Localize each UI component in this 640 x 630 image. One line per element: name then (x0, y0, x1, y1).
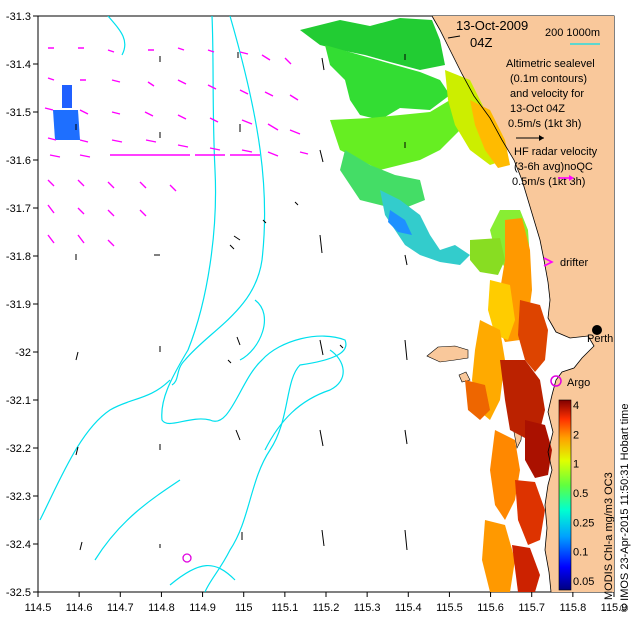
svg-text:(3-6h avg)noQC: (3-6h avg)noQC (514, 161, 593, 173)
svg-text:and velocity for: and velocity for (510, 88, 584, 100)
lat-tick-label: -32 (15, 347, 31, 359)
chl-colorbar (558, 399, 572, 591)
title-pointer (447, 35, 461, 39)
lon-tick-label: 115 (235, 602, 253, 614)
svg-text:0.5m/s (1kt 3h): 0.5m/s (1kt 3h) (512, 176, 585, 188)
argo-marker (550, 375, 562, 387)
colorbar-label: MODIS Chl-a mg/m3 OC3 (603, 472, 615, 600)
chlorophyll-layer (53, 18, 552, 592)
colorbar-tick-label: 2 (573, 429, 579, 441)
lat-tick-label: -31.5 (6, 107, 31, 119)
lon-tick-label: 115.1 (271, 602, 298, 614)
title-date: 13-Oct-2009 (456, 18, 528, 33)
lon-tick-label: 115.7 (518, 602, 545, 614)
credit-text: © IMOS 23-Apr-2015 11:50:31 Hobart time (619, 404, 631, 612)
lon-tick-label: 115.8 (559, 602, 586, 614)
svg-text:0.5m/s (1kt 3h): 0.5m/s (1kt 3h) (508, 118, 581, 130)
lat-tick-label: -32.3 (6, 491, 31, 503)
lon-axis: 114.5 114.6 114.7 114.8 114.9 115 115.1 115.2 11… (25, 592, 628, 614)
colorbar-tick-label: 0.05 (573, 576, 594, 588)
svg-text:HF radar velocity: HF radar velocity (514, 146, 598, 158)
lat-axis: -31.3 -31.4 -31.5 -31.6 -31.7 -31.8 -31.9 -32 -3… (6, 11, 38, 599)
lat-tick-label: -31.4 (6, 59, 31, 71)
lat-tick-label: -31.3 (6, 11, 31, 23)
hf-radar-arrows (44, 47, 309, 247)
lat-tick-label: -31.9 (6, 299, 31, 311)
colorbar-tick-label: 1 (573, 459, 579, 471)
lon-tick-label: 114.8 (148, 602, 175, 614)
colorbar-tick-label: 0.1 (573, 547, 588, 559)
altimetric-legend: Altimetric sealevel (0.1m contours) and … (506, 58, 595, 141)
colorbar-tick-label: 0.5 (573, 488, 588, 500)
lon-tick-label: 114.9 (189, 602, 216, 614)
lon-tick-label: 115.2 (313, 602, 340, 614)
lon-tick-label: 115.5 (436, 602, 463, 614)
sealevel-contours (39, 16, 347, 592)
lon-tick-label: 114.7 (107, 602, 134, 614)
perth-marker: Perth (587, 325, 613, 345)
coastline (431, 15, 595, 593)
title-time: 04Z (470, 35, 492, 50)
rottnest-island (426, 345, 469, 363)
svg-text:drifter: drifter (560, 257, 588, 269)
lon-tick-label: 115.3 (354, 602, 381, 614)
svg-text:13-Oct 04Z: 13-Oct 04Z (510, 103, 565, 115)
lat-tick-label: -32.4 (6, 539, 31, 551)
lon-tick-label: 115.4 (395, 602, 422, 614)
lat-tick-label: -32.1 (6, 395, 31, 407)
colorbar-tick-label: 4 (573, 400, 579, 412)
small-island (458, 371, 471, 383)
drifter-marker: drifter (543, 257, 588, 269)
hf-radar-legend: HF radar velocity (3-6h avg)noQC 0.5m/s … (512, 146, 598, 188)
svg-text:Perth: Perth (587, 333, 613, 345)
lat-tick-label: -31.7 (6, 203, 31, 215)
depth-scale-label: 200 1000m (545, 27, 600, 39)
lon-tick-label: 114.5 (25, 602, 52, 614)
colorbar-tick-label: 0.25 (573, 517, 594, 529)
svg-text:Altimetric sealevel: Altimetric sealevel (506, 58, 595, 70)
lat-tick-label: -31.6 (6, 155, 31, 167)
lat-tick-label: -32.2 (6, 443, 31, 455)
colorbar-ticks: 4 2 1 0.5 0.25 0.1 0.05 (573, 400, 594, 588)
argo-marker-2 (182, 553, 192, 563)
lon-tick-label: 114.6 (66, 602, 93, 614)
lat-tick-label: -32.5 (6, 587, 31, 599)
lon-tick-label: 115.9 (601, 602, 628, 614)
svg-text:(0.1m contours): (0.1m contours) (510, 73, 587, 85)
lon-tick-label: 115.6 (477, 602, 504, 614)
altimetric-arrows (75, 52, 408, 551)
argo-label: Argo (567, 377, 590, 389)
lat-tick-label: -31.8 (6, 251, 31, 263)
